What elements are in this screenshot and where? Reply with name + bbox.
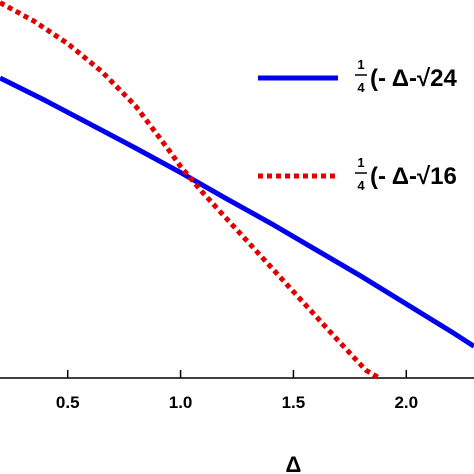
series-layer (0, 0, 474, 381)
axes: 0.51.01.52.02Δ (0, 370, 474, 474)
x-tick-label-0: 0.5 (56, 393, 80, 412)
x-tick-label-3: 2.0 (394, 393, 418, 412)
legend-frac-num-1: 1 (357, 155, 364, 170)
x-tick-label-2: 1.5 (282, 393, 306, 412)
x-tick-label-1: 1.0 (169, 393, 193, 412)
series-line-0 (0, 75, 474, 349)
legend: 1 4 (- Δ-√24 1 4 (- Δ-√16 (258, 57, 458, 193)
series-line-1 (0, 0, 381, 381)
legend-frac-den-0: 4 (357, 80, 365, 95)
legend-label-0: (- Δ-√24 (370, 65, 458, 92)
legend-frac-num-0: 1 (357, 57, 364, 72)
legend-frac-den-1: 4 (357, 178, 365, 193)
x-axis-label: Δ (286, 452, 302, 474)
legend-label-1: (- Δ-√16 (370, 163, 457, 190)
